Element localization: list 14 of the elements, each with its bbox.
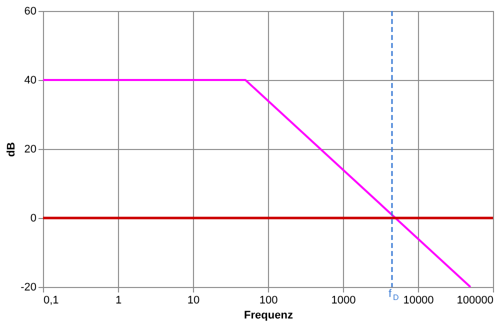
x-tick-label: 10000 xyxy=(403,294,434,306)
x-tick-label: 1000 xyxy=(331,294,356,306)
x-tick-label: 100000 xyxy=(456,294,494,306)
y-tick-label: 60 xyxy=(24,6,36,18)
x-tick-label: 10 xyxy=(187,294,200,306)
y-tick-label: -20 xyxy=(20,282,36,294)
y-tick-label: 0 xyxy=(30,212,36,224)
y-tick-label: 40 xyxy=(24,74,36,86)
x-tick-label: 0,1 xyxy=(44,294,59,306)
y-tick-label: 20 xyxy=(24,144,36,156)
x-tick-label: 1 xyxy=(115,294,122,306)
x-tick-label: 100 xyxy=(259,294,278,306)
x-axis-title: Frequenz xyxy=(244,310,294,322)
y-axis-title: dB xyxy=(6,142,18,157)
